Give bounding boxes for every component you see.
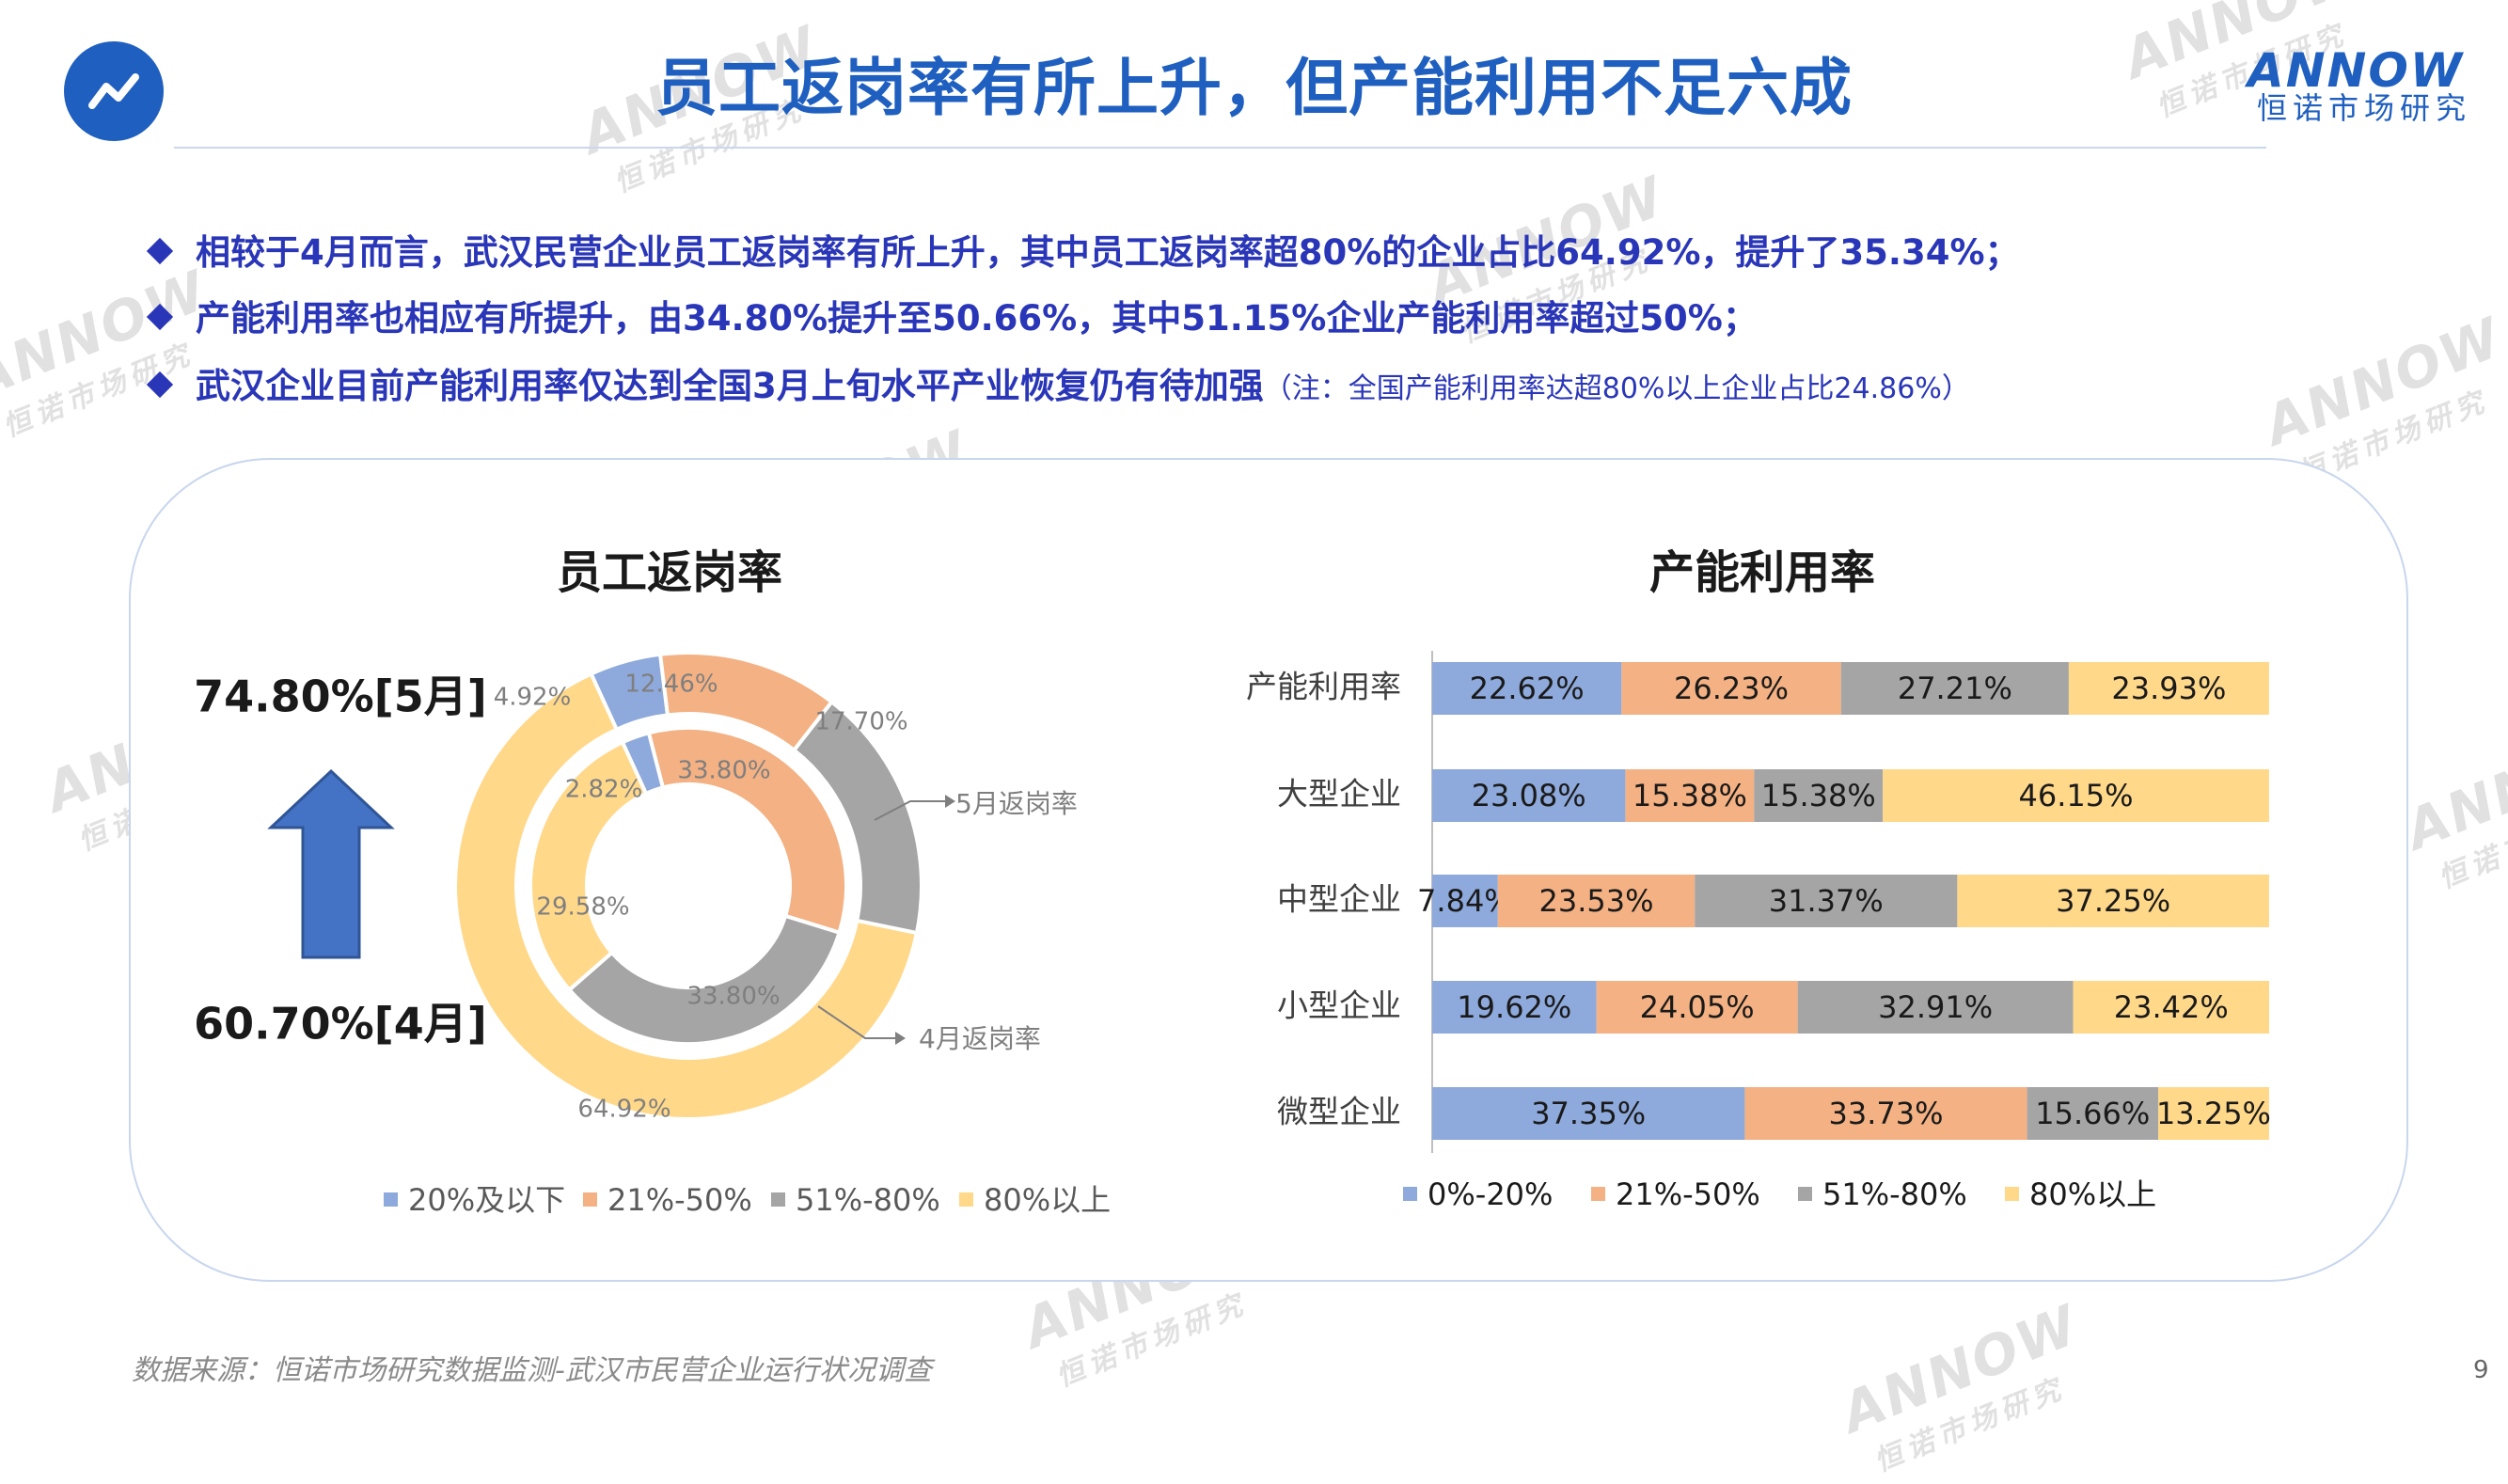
data-label: 33.80% [686, 983, 780, 1011]
bar-data-label: 32.91% [1878, 989, 1993, 1025]
title-divider [174, 147, 2266, 149]
legend-swatch [771, 1192, 785, 1207]
callout-arrow-icon [945, 795, 955, 808]
series-label: 4月返岗率 [919, 1023, 1041, 1054]
legend-label: 20%及以下 [408, 1182, 565, 1218]
bar-data-label: 24.05% [1640, 989, 1755, 1025]
bar-data-label: 23.53% [1538, 883, 1653, 919]
data-label: 29.58% [536, 893, 629, 922]
donut-slice [646, 726, 848, 936]
category-label: 中型企业 [1277, 881, 1401, 918]
data-label: 17.70% [814, 708, 907, 736]
bar-data-label: 46.15% [2019, 778, 2134, 813]
bullet-text: 产能利用率也相应有所提升，由34.80%提升至50.66%，其中51.15%企业… [196, 298, 1758, 339]
legend-swatch [1403, 1187, 1417, 1201]
data-label: 12.46% [624, 671, 718, 699]
bullet-note: （注：全国产能利用率达超80%以上企业占比24.86%） [1263, 372, 1970, 405]
brand-subtitle: 恒诺市场研究 [2257, 90, 2472, 126]
legend-swatch [583, 1192, 597, 1207]
bar-segment [2157, 1087, 2269, 1140]
callout-line [874, 800, 945, 821]
data-label: 33.80% [677, 757, 770, 785]
bar-segment [1695, 875, 1958, 927]
legend-swatch [384, 1192, 398, 1207]
bar-segment [2027, 1087, 2158, 1140]
chart-title: 产能利用率 [1649, 546, 1875, 599]
category-label: 微型企业 [1277, 1094, 1401, 1130]
legend-label: 21%-50% [607, 1182, 752, 1218]
bar-data-label: 19.62% [1457, 989, 1571, 1025]
bar-data-label: 23.93% [2111, 671, 2226, 706]
bar-segment [1432, 875, 1498, 927]
bar-segment [1754, 769, 1884, 822]
legend-label: 80%以上 [984, 1182, 1111, 1218]
bar-segment [1797, 981, 2074, 1034]
data-label: 4.92% [494, 684, 572, 712]
bar-data-label: 37.35% [1531, 1096, 1646, 1131]
legend-swatch [959, 1192, 973, 1207]
legend-swatch [1798, 1187, 1812, 1201]
bar-segment [1432, 769, 1626, 822]
bullet-text: 武汉企业目前产能利用率仅达到全国3月上旬水平产业恢复仍有待加强 [196, 366, 1264, 406]
trend-line-icon [64, 41, 164, 141]
bullet-text: 相较于4月而言，武汉民营企业员工返岗率有所上升，其中员工返岗率超80%的企业占比… [196, 232, 2020, 273]
bar-data-label: 22.62% [1470, 671, 1585, 706]
bar-segment [1840, 662, 2069, 715]
bar-data-label: 31.37% [1769, 883, 1884, 919]
bar-data-label: 15.38% [1761, 778, 1876, 813]
bar-segment [1497, 875, 1696, 927]
category-label: 大型企业 [1277, 776, 1401, 813]
bar-data-label: 13.25% [2156, 1096, 2271, 1131]
donut-slice [453, 671, 920, 1121]
category-label: 产能利用率 [1246, 669, 1401, 705]
category-label: 小型企业 [1277, 987, 1401, 1024]
data-label: 64.92% [577, 1096, 670, 1124]
chart-title: 员工返岗率 [557, 546, 782, 599]
up-arrow-icon [267, 768, 395, 959]
bar-segment [1432, 1087, 1745, 1140]
bar-data-label: 7.84% [1417, 883, 1513, 919]
bar-data-label: 15.38% [1633, 778, 1747, 813]
legend-label: 51%-80% [1822, 1176, 1967, 1212]
legend-swatch [2005, 1187, 2019, 1201]
legend-label: 51%-80% [796, 1182, 940, 1218]
bar-segment [1883, 769, 2269, 822]
bar-data-label: 37.25% [2056, 883, 2170, 919]
callout-line [817, 1005, 895, 1039]
donut-slice [528, 739, 649, 993]
bar-segment [1432, 662, 1622, 715]
bullet-item: 武汉企业目前产能利用率仅达到全国3月上旬水平产业恢复仍有待加强（注：全国产能利用… [146, 357, 1970, 408]
legend-swatch [1591, 1187, 1605, 1201]
page-number: 9 [2473, 1356, 2489, 1384]
bar-data-label: 23.08% [1472, 778, 1586, 813]
bar-data-label: 26.23% [1674, 671, 1789, 706]
legend-label: 0%-20% [1428, 1176, 1553, 1212]
data-label: 2.82% [565, 776, 643, 804]
bar-segment [1957, 875, 2269, 927]
brand-logo: ANNOW [2248, 43, 2465, 98]
bar-data-label: 15.66% [2035, 1096, 2150, 1131]
bar-data-label: 27.21% [1898, 671, 2012, 706]
bar-segment [1596, 981, 1798, 1034]
bar-segment [1621, 662, 1841, 715]
callout-arrow-icon [895, 1032, 906, 1045]
page-title: 员工返岗率有所上升，但产能利用不足六成 [655, 52, 1853, 124]
legend-label: 80%以上 [2029, 1176, 2156, 1212]
bullet-item: 产能利用率也相应有所提升，由34.80%提升至50.66%，其中51.15%企业… [146, 290, 1758, 340]
data-source: 数据来源：恒诺市场研究数据监测-武汉市民营企业运行状况调查 [132, 1354, 932, 1387]
bullet-item: 相较于4月而言，武汉民营企业员工返岗率有所上升，其中员工返岗率超80%的企业占比… [146, 224, 2020, 275]
bar-segment [2073, 981, 2269, 1034]
bar-segment [1744, 1087, 2027, 1140]
annotation-may: 74.80%[5月] [194, 671, 487, 722]
legend-label: 21%-50% [1616, 1176, 1760, 1212]
bar-segment [2068, 662, 2269, 715]
donut-slice [566, 913, 842, 1046]
bar-data-label: 33.73% [1829, 1096, 1944, 1131]
charts-canvas: 员工返岗率 4.92% 12.46% 17.70% 64.92% 2.82% 33.80% 3… [194, 546, 2271, 1218]
series-label: 5月返岗率 [955, 788, 1078, 819]
bar-data-label: 23.42% [2114, 989, 2229, 1025]
annotation-april: 60.70%[4月] [194, 999, 487, 1050]
bar-segment [1625, 769, 1755, 822]
bar-segment [1432, 981, 1597, 1034]
